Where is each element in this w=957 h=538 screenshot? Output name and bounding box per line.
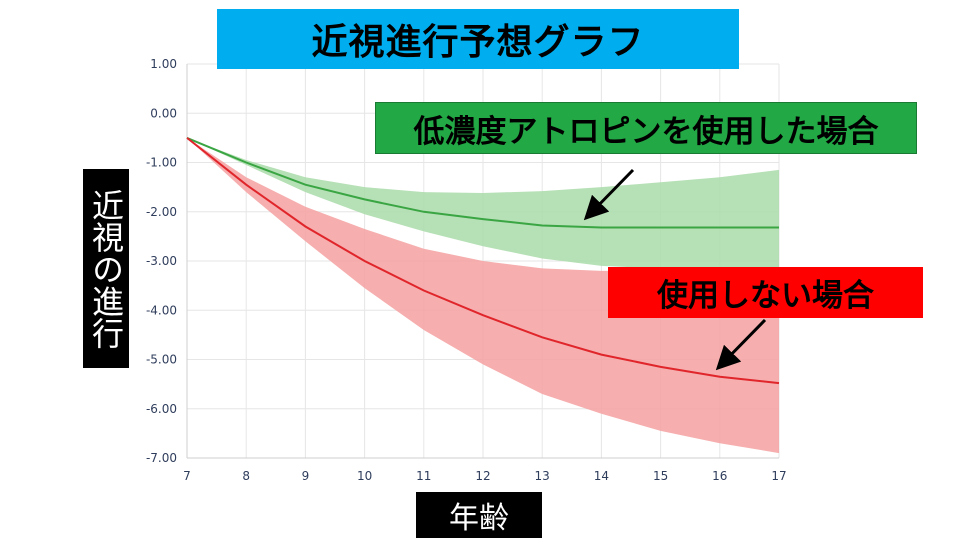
x-tick-label: 17 xyxy=(771,469,786,483)
series-line-red xyxy=(186,137,780,385)
y-tick-label: -2.00 xyxy=(146,205,177,219)
x-tick-label: 7 xyxy=(183,469,191,483)
y-tick-label: 1.00 xyxy=(150,57,177,71)
series-band-red xyxy=(187,137,779,454)
series-line-green xyxy=(186,136,779,229)
x-tick-label: 9 xyxy=(302,469,310,483)
series-band-green xyxy=(187,137,779,269)
y-tick-label: 0.00 xyxy=(150,106,177,120)
x-axis-label: 年齢 xyxy=(416,492,542,538)
y-tick-label: -4.00 xyxy=(146,303,177,317)
y-tick-label: -1.00 xyxy=(146,156,177,170)
x-tick-label: 8 xyxy=(242,469,250,483)
y-tick-label: -6.00 xyxy=(146,402,177,416)
y-tick-label: -3.00 xyxy=(146,254,177,268)
x-tick-label: 10 xyxy=(357,469,372,483)
arrow-green xyxy=(583,168,635,221)
x-tick-label: 14 xyxy=(594,469,609,483)
arrow-red xyxy=(715,318,767,371)
x-tick-label: 12 xyxy=(475,469,490,483)
y-axis-label: 近視の進行 xyxy=(83,169,129,368)
x-tick-label: 11 xyxy=(416,469,431,483)
x-tick-label: 16 xyxy=(712,469,727,483)
annotation-green: 低濃度アトロピンを使用した場合 xyxy=(375,102,917,154)
x-tick-label: 15 xyxy=(653,469,668,483)
annotation-red: 使用しない場合 xyxy=(608,267,923,318)
y-tick-label: -5.00 xyxy=(146,353,177,367)
chart-title: 近視進行予想グラフ xyxy=(217,9,739,69)
x-tick-label: 13 xyxy=(535,469,550,483)
y-tick-label: -7.00 xyxy=(146,451,177,465)
